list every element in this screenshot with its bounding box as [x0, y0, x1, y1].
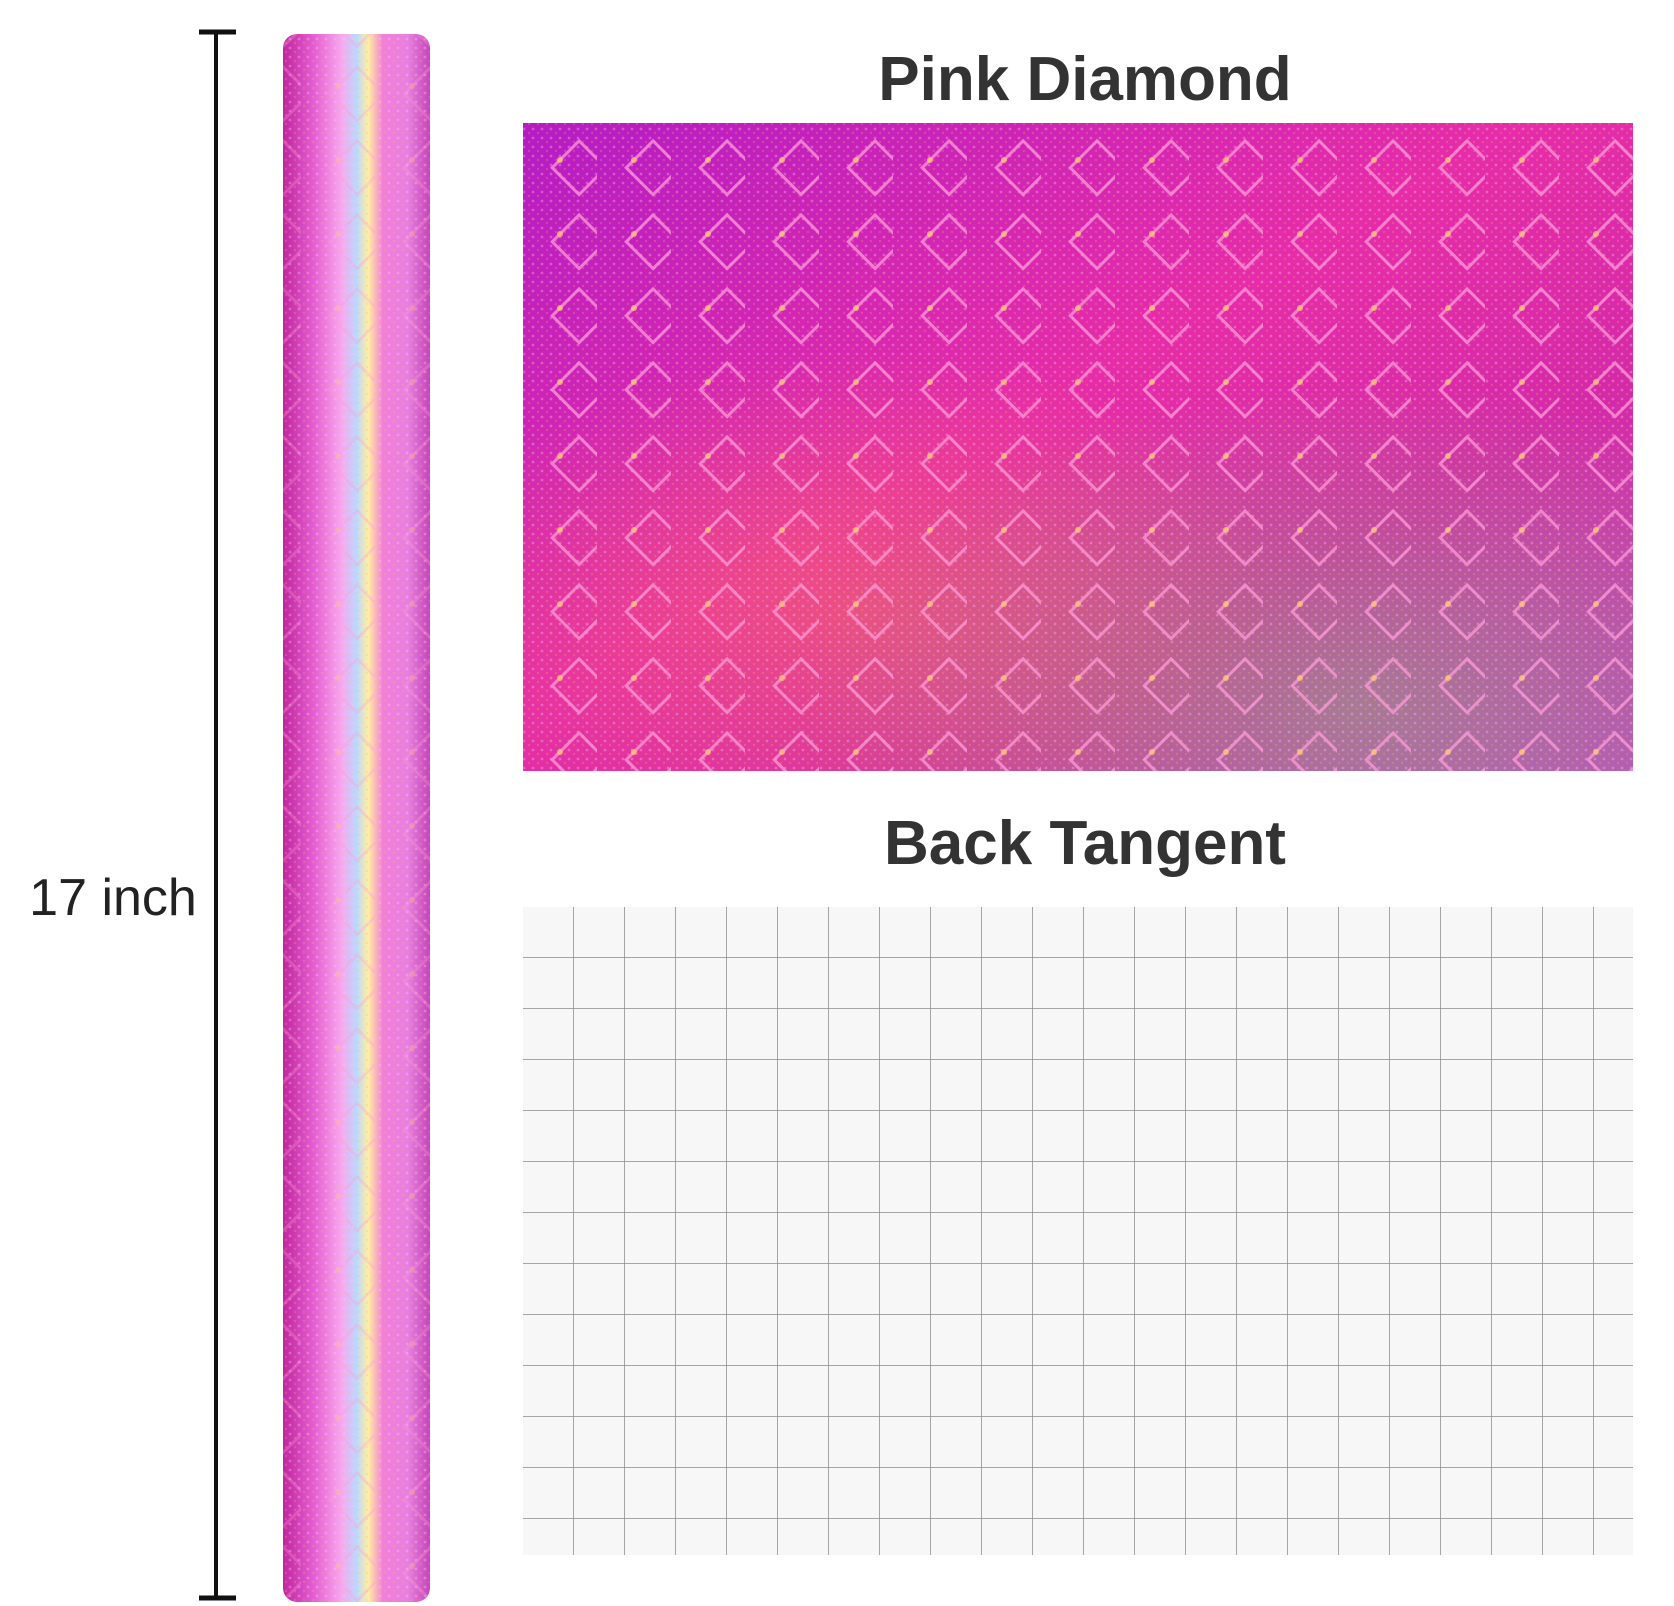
- roll-length-label: 17 inch: [29, 869, 197, 927]
- vinyl-roll: [283, 34, 430, 1602]
- pink-diamond-swatch: [523, 123, 1633, 771]
- panel-title: Back Tangent: [884, 809, 1286, 878]
- backing-grid-swatch: [523, 907, 1633, 1555]
- height-bracket: [199, 29, 236, 1601]
- panel-title: Pink Diamond: [878, 45, 1291, 114]
